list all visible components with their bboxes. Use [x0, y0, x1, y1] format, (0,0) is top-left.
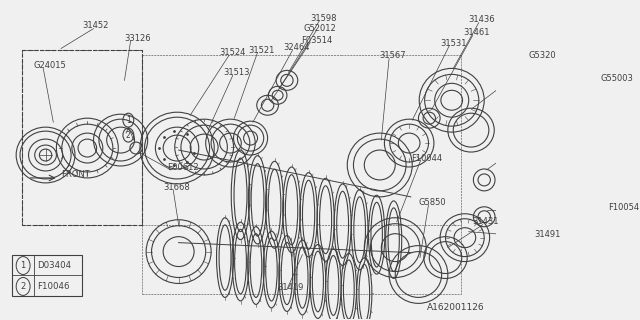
Text: D03404: D03404 [37, 261, 71, 270]
Bar [22, 51, 142, 225]
Text: G52012: G52012 [304, 24, 337, 33]
Text: 31531: 31531 [440, 39, 467, 48]
Text: 31419: 31419 [278, 283, 304, 292]
Text: 2: 2 [126, 131, 131, 140]
Text: G24015: G24015 [33, 61, 66, 70]
Text: 31524: 31524 [219, 48, 245, 57]
Text: F03514: F03514 [301, 36, 332, 45]
Text: FRONT: FRONT [61, 171, 90, 180]
Text: 31461: 31461 [463, 28, 490, 37]
Text: 1: 1 [126, 116, 131, 125]
Text: 1: 1 [20, 261, 26, 270]
Bar [12, 255, 82, 296]
Text: 31436: 31436 [468, 15, 495, 24]
Text: 32464: 32464 [283, 43, 310, 52]
Text: 31431: 31431 [472, 217, 499, 226]
Text: F10044: F10044 [411, 154, 442, 163]
Text: 31521: 31521 [248, 46, 275, 55]
Text: 31491: 31491 [534, 230, 561, 239]
Text: 31513: 31513 [223, 68, 250, 77]
Text: G55003: G55003 [600, 74, 633, 83]
Text: A162001126: A162001126 [427, 303, 484, 312]
Bar [22, 51, 142, 225]
Text: G5320: G5320 [528, 51, 556, 60]
Text: 31452: 31452 [82, 21, 108, 30]
Text: 31598: 31598 [310, 14, 337, 23]
Text: 2: 2 [20, 282, 26, 291]
Text: F10054: F10054 [608, 203, 639, 212]
Text: 33126: 33126 [124, 34, 151, 43]
Text: G5850: G5850 [419, 198, 446, 207]
Text: 31668: 31668 [163, 183, 190, 192]
Text: F10046: F10046 [37, 282, 70, 291]
Text: E00612: E00612 [167, 164, 198, 172]
Text: 31567: 31567 [380, 51, 406, 60]
